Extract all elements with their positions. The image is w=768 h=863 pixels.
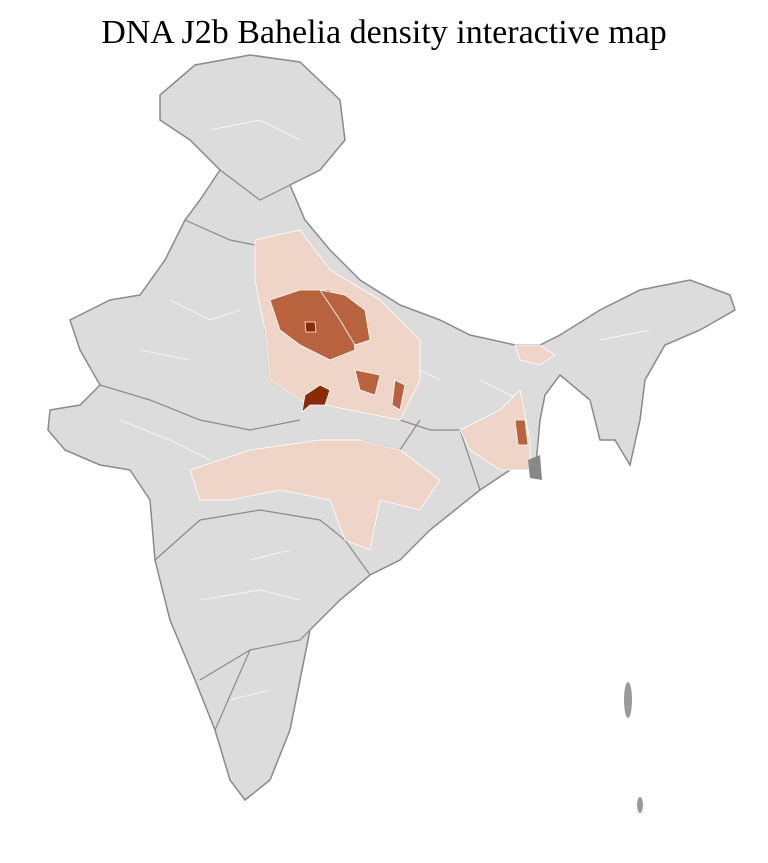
map-title: DNA J2b Bahelia density interactive map (101, 14, 667, 51)
region-high-1[interactable] (301, 384, 331, 414)
region-medium-5[interactable] (514, 419, 529, 446)
sundarbans-region (528, 455, 542, 480)
region-medium-3[interactable] (354, 369, 381, 396)
region-low-bengal[interactable] (459, 389, 531, 471)
region-medium-2[interactable] (319, 289, 371, 346)
region-medium-4[interactable] (391, 379, 406, 411)
region-high-2[interactable] (304, 321, 317, 333)
india-outline (47, 54, 736, 802)
region-low-northeast[interactable] (514, 344, 556, 366)
region-low-central[interactable] (189, 439, 441, 551)
andaman-islands (624, 682, 643, 813)
